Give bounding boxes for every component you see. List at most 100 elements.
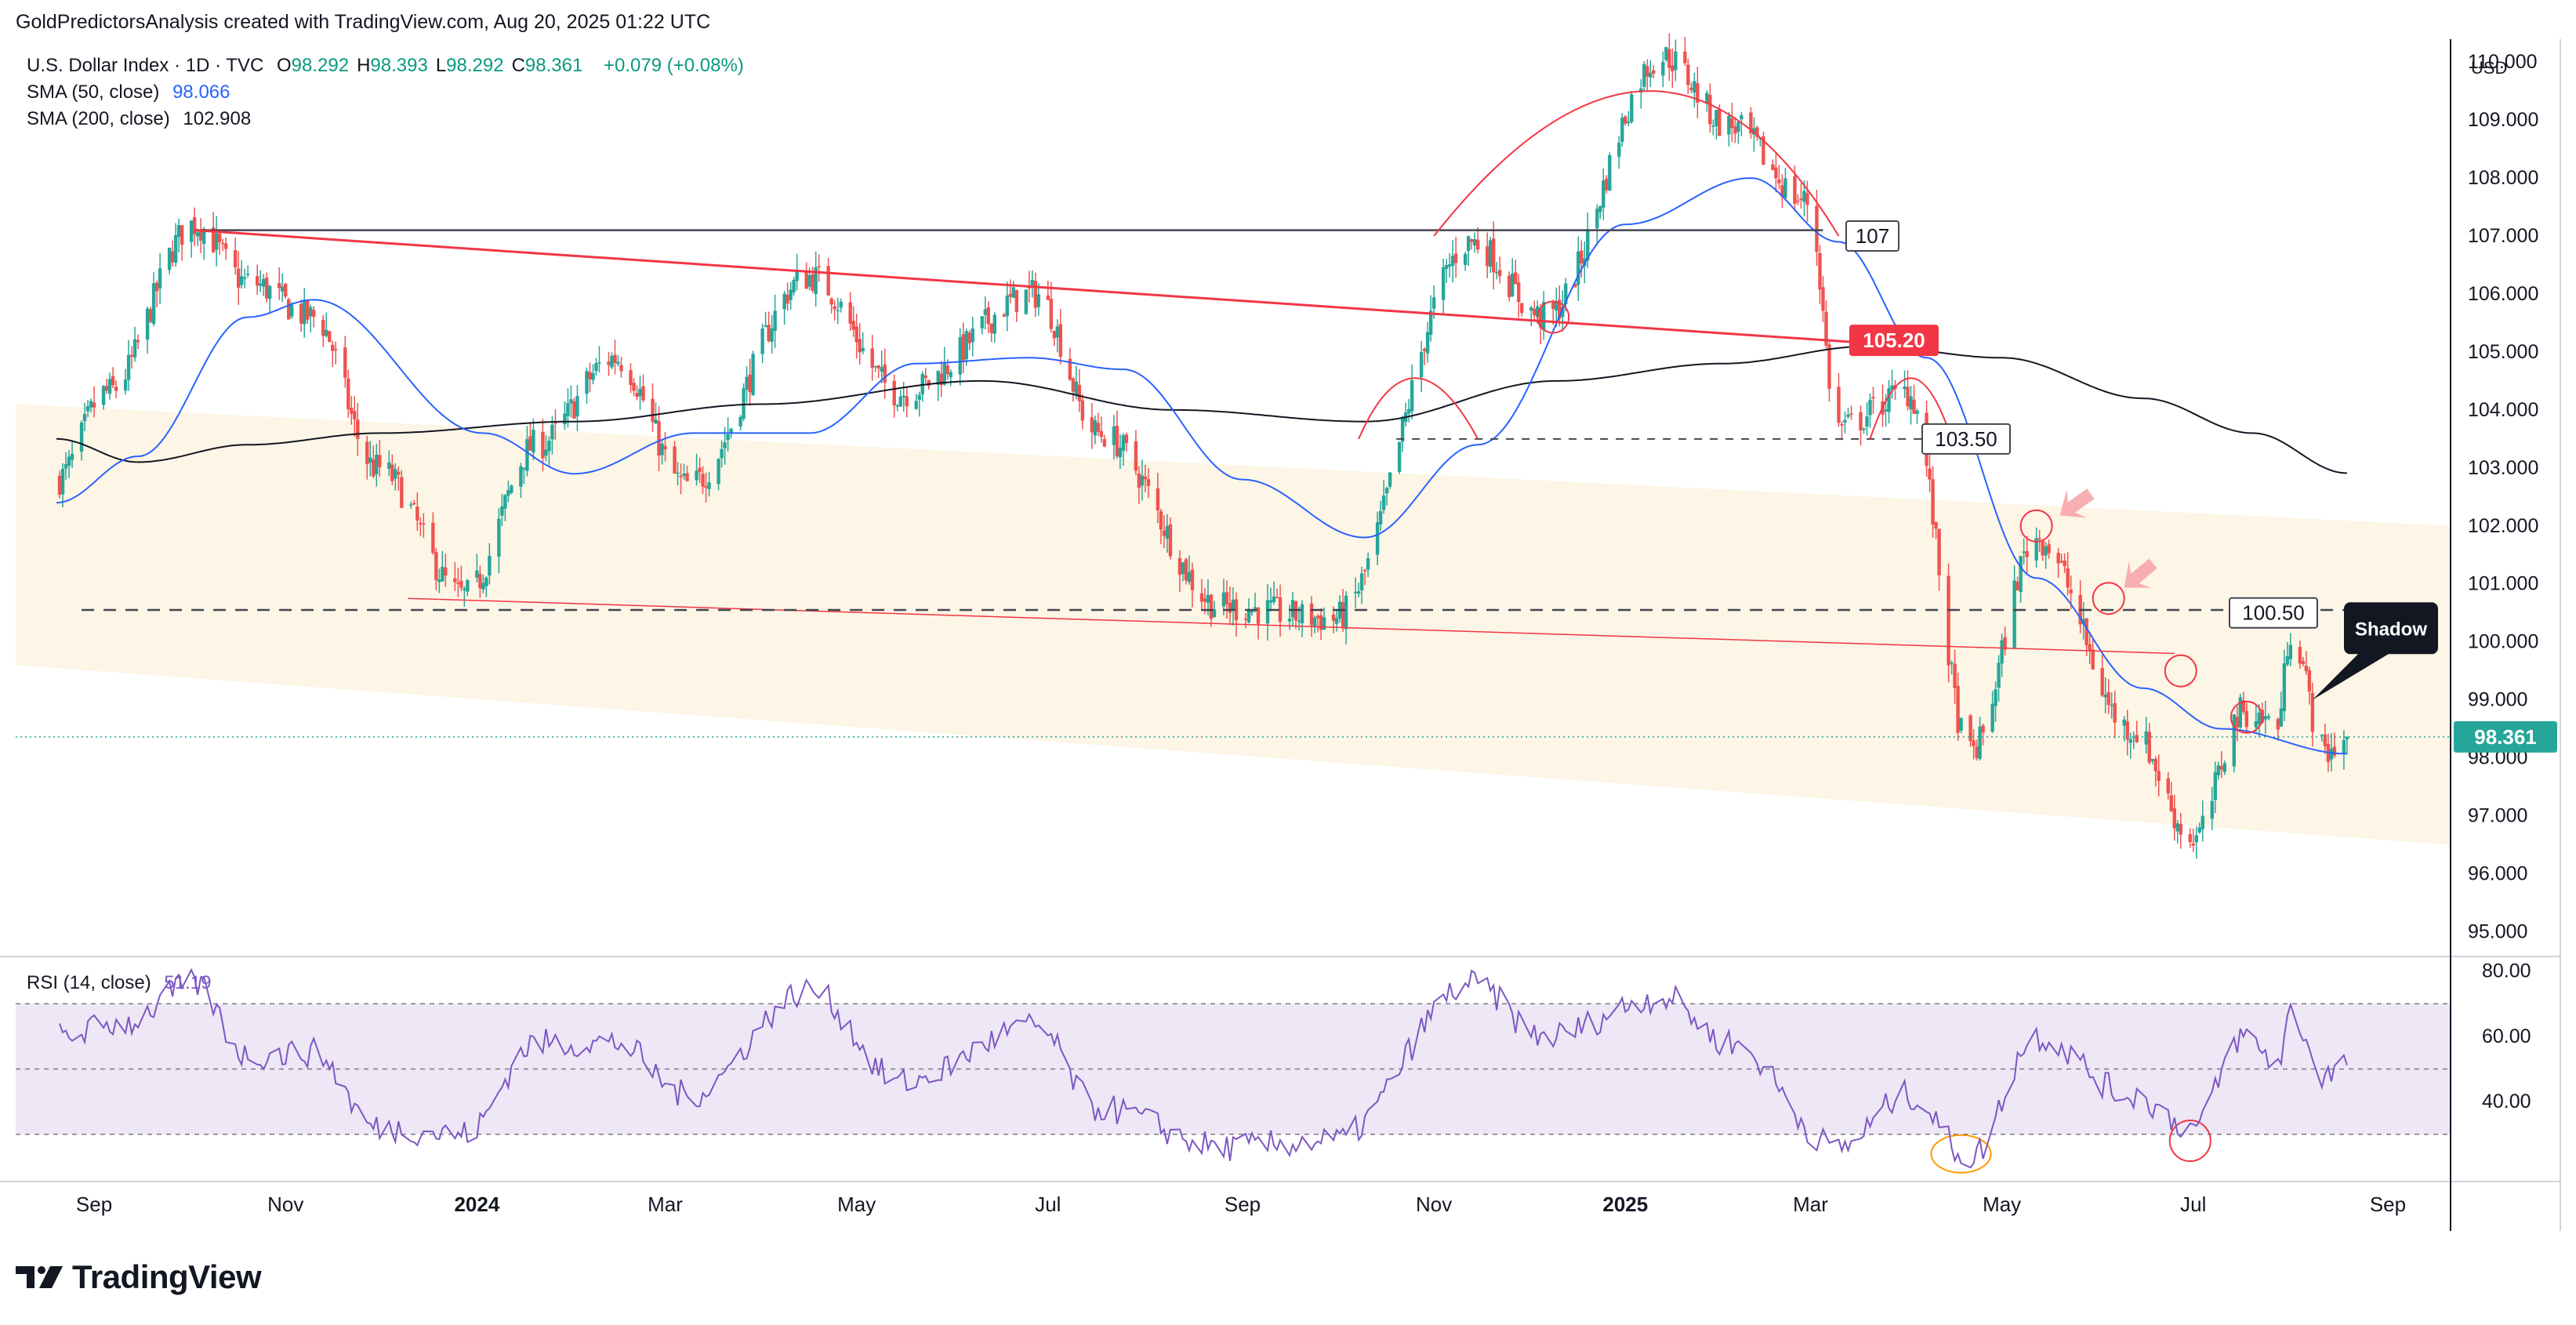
candle-down [2157, 771, 2161, 781]
candle-up [1322, 617, 1326, 630]
candle-up [895, 405, 899, 407]
candle-up [176, 225, 181, 238]
price-tick-label: 103.000 [2468, 457, 2538, 479]
candle-down [1551, 301, 1555, 310]
candle-down [350, 407, 354, 414]
candle-up [839, 301, 843, 308]
candle-up [1246, 609, 1251, 623]
candle-down [685, 473, 689, 481]
candle-up [1997, 662, 2001, 688]
candle-up [325, 329, 328, 336]
candle-down [785, 295, 789, 304]
candle-up [836, 310, 840, 312]
candle-down [961, 334, 965, 361]
time-tick-label: Nov [267, 1192, 303, 1216]
candle-up [1231, 599, 1235, 611]
candle-up [616, 361, 620, 365]
level-label-103-50-box [1921, 423, 2011, 455]
candle-up [660, 443, 664, 456]
candle-up [1602, 180, 1605, 208]
candle-down [412, 503, 416, 505]
candle-down [1278, 597, 1283, 622]
time-tick-label: Mar [648, 1192, 683, 1216]
candle-up [1212, 609, 1217, 618]
candle-down [1168, 524, 1173, 557]
candle-down [1319, 615, 1323, 630]
candle-up [463, 588, 466, 590]
candle-up [1334, 618, 1339, 624]
candle-down [923, 375, 927, 379]
candle-down [154, 282, 159, 292]
candle-up [2232, 714, 2237, 767]
candle-up [1884, 409, 1888, 412]
candle-down [306, 299, 310, 320]
candle-up [1990, 703, 1994, 732]
rsi-tick-label: 60.00 [2482, 1026, 2531, 1047]
candle-up [1639, 88, 1643, 93]
candle-up [1312, 617, 1317, 626]
candle-down [1514, 272, 1518, 285]
candle-down [1315, 615, 1320, 619]
candle-down [397, 471, 401, 475]
candle-down [2310, 692, 2315, 732]
candle-down [927, 379, 931, 387]
candle-up [770, 328, 774, 342]
candle-down [233, 250, 238, 267]
candle-down [553, 422, 557, 424]
candle-down [1234, 599, 1239, 621]
time-tick-label: May [1983, 1192, 2021, 1216]
sma200-line [56, 345, 2347, 474]
candle-down [1014, 290, 1019, 312]
candle-up [1561, 307, 1565, 318]
candle-up [917, 394, 921, 400]
rounding-top-arc [1433, 90, 1840, 237]
candle-up [368, 457, 372, 463]
candle-up [1674, 51, 1678, 71]
candle-up [1441, 267, 1446, 300]
level-label-100-50: 100.50 [2242, 601, 2305, 625]
candle-up [1206, 594, 1210, 603]
candle-down [704, 486, 708, 488]
candle-up [764, 325, 767, 328]
candle-down [1671, 65, 1674, 71]
candle-up [1381, 496, 1386, 510]
tradingview-logo[interactable]: TradingView [16, 1258, 262, 1296]
candle-up [510, 485, 513, 493]
candle-down [1652, 70, 1656, 74]
candle-up [807, 275, 811, 287]
rsi-oversold-ellipse [1930, 1134, 1992, 1174]
candle-up [1431, 297, 1436, 309]
candle-down [619, 365, 623, 372]
candle-down [698, 467, 702, 473]
arrow-shape [2059, 488, 2095, 518]
candle-up [1711, 125, 1715, 127]
candle-up [1595, 209, 1599, 229]
price-tick-label: 109.000 [2468, 109, 2538, 131]
candle-down [607, 361, 611, 365]
shadow-callout-box [2344, 602, 2438, 655]
candle-down [2191, 843, 2195, 846]
candle-down [673, 446, 677, 474]
candle-up [597, 362, 601, 364]
time-tick-label: Jul [1035, 1192, 1061, 1216]
candle-down [1331, 614, 1336, 621]
candle-up [1664, 47, 1668, 60]
candle-up [70, 453, 74, 460]
candle-down [1159, 511, 1163, 530]
candle-down [1928, 468, 1932, 480]
candle-down [1052, 331, 1057, 339]
candle-up [964, 331, 968, 360]
candle-up [723, 442, 727, 448]
candle-down [2276, 719, 2280, 730]
rsi-value: 51.19 [164, 972, 212, 993]
candle-up [309, 307, 313, 317]
candle-up [720, 448, 724, 459]
candle-down [170, 251, 175, 263]
candle-up [1489, 240, 1493, 267]
candle-up [85, 406, 90, 412]
candle-up [63, 463, 68, 469]
candle-up [1661, 61, 1665, 76]
candle-down [2059, 561, 2063, 563]
candle-down [1533, 308, 1537, 316]
